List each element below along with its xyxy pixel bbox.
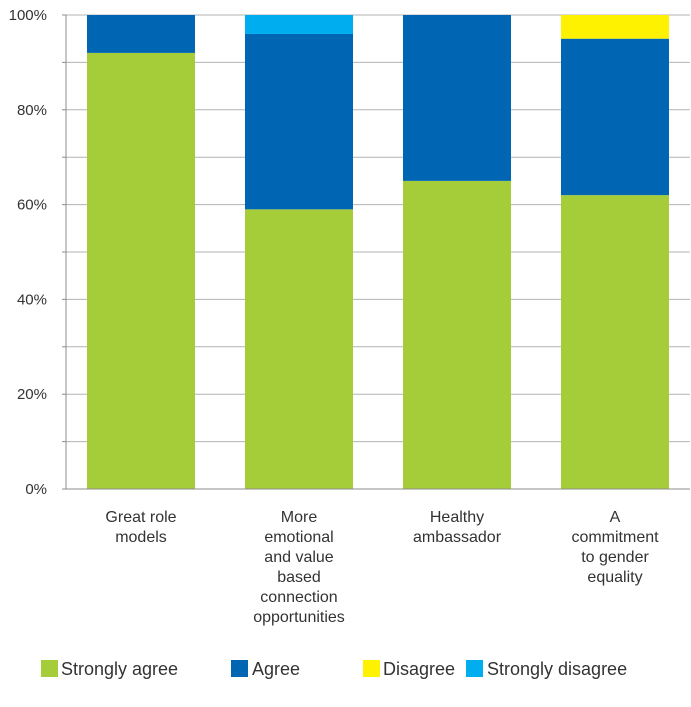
legend: Strongly agree Agree Disagree Strongly disa… [41,659,627,679]
bar-segment [87,15,195,53]
bar-segment [561,195,669,489]
y-tick-label: 100% [9,7,47,24]
legend-swatch [231,660,248,677]
bar-segment [403,180,511,489]
bar-segment [87,52,195,490]
x-axis-category-labels: Great role models More emotional and value ba… [105,509,659,626]
legend-swatch [41,660,58,677]
legend-swatch [466,660,483,677]
bar-segment [245,33,353,210]
legend-swatch [363,660,380,677]
bars [87,15,669,490]
legend-label: Strongly agree [61,659,178,679]
y-tick-label: 0% [25,481,47,498]
bar-segment [245,209,353,489]
y-axis-ticks [62,14,66,490]
x-category-label: More emotional and value based connection opp… [253,509,345,626]
x-category-label: Healthy ambassador [413,509,502,546]
legend-label: Strongly disagree [487,659,627,679]
x-category-label: Great role models [105,509,176,546]
bar-segment [403,15,511,181]
bar-segment [561,38,669,196]
bar-segment [245,15,353,34]
legend-label: Agree [252,659,300,679]
y-tick-label: 60% [17,197,47,214]
legend-label: Disagree [383,659,455,679]
y-tick-label: 20% [17,386,47,403]
y-axis-tick-labels: 0% 20% 40% 60% 80% 100% [9,7,47,498]
y-tick-label: 40% [17,291,47,308]
bar-segment [561,15,669,39]
y-tick-label: 80% [17,102,47,119]
